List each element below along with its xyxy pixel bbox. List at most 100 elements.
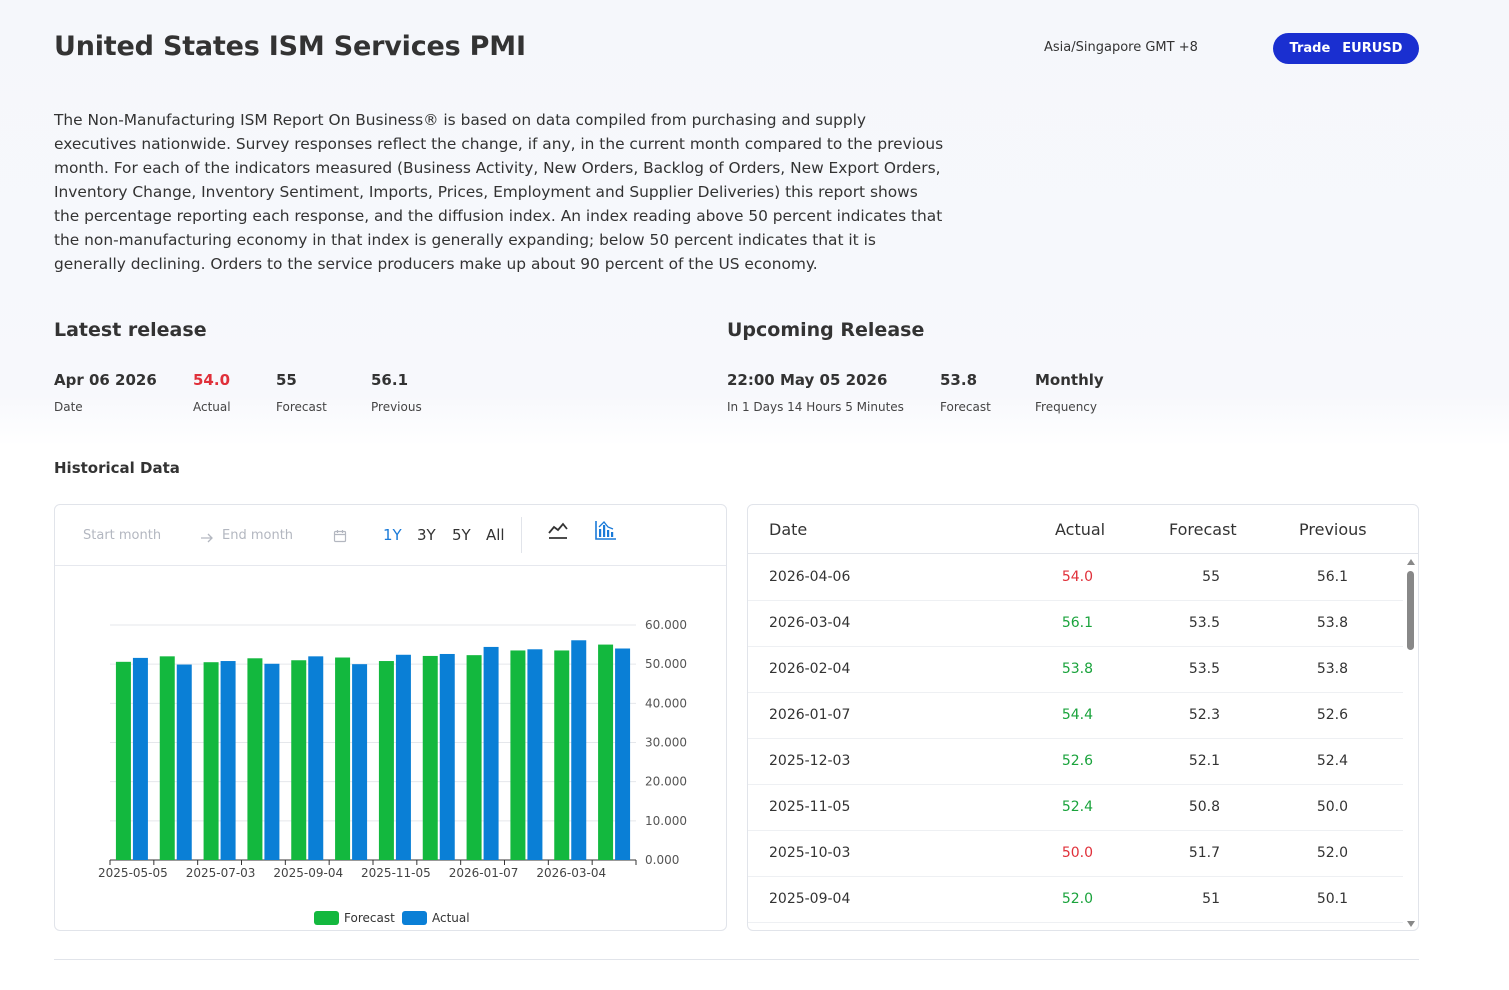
actual-bar	[483, 646, 499, 860]
forecast-bar	[422, 655, 438, 860]
forecast-bar	[510, 650, 526, 860]
trade-button[interactable]: Trade EURUSD	[1273, 33, 1419, 64]
row-date: 2026-01-07	[769, 707, 851, 723]
table-row: 2026-04-06 54.0 55 56.1	[748, 555, 1403, 601]
row-date: 2025-10-03	[769, 845, 851, 861]
latest-forecast-value: 55	[276, 371, 297, 389]
forecast-bar	[335, 657, 351, 860]
latest-date-label: Date	[54, 400, 83, 414]
bar-chart-icon[interactable]	[594, 519, 618, 545]
scroll-up-arrow-icon[interactable]	[1407, 559, 1415, 565]
row-previous: 50.1	[1316, 891, 1348, 907]
legend-actual-label: Actual	[432, 911, 470, 925]
historical-bar-chart: 0.000 10.000 20.000 30.000 40.000 50.000 60.00…	[98, 618, 687, 925]
table-row: 2025-11-05 52.4 50.8 50.0	[748, 785, 1403, 831]
range-1y-tab[interactable]: 1Y	[383, 526, 402, 544]
row-forecast: 52.1	[1188, 753, 1220, 769]
row-previous: 56.1	[1316, 569, 1348, 585]
chart-panel: Start month End month 1Y 3Y 5Y All 0.000…	[54, 504, 727, 931]
timezone-label[interactable]: Asia/Singapore GMT +8	[1044, 40, 1198, 55]
actual-bar	[220, 661, 236, 860]
end-month-input[interactable]: End month	[222, 528, 294, 543]
range-3y-tab[interactable]: 3Y	[417, 526, 436, 544]
y-tick-label: 20.000	[645, 775, 687, 789]
legend-forecast-label: Forecast	[344, 911, 395, 925]
upcoming-datetime-value: 22:00 May 05 2026	[727, 371, 888, 389]
column-header-actual: Actual	[1055, 520, 1106, 539]
column-header-previous: Previous	[1299, 520, 1367, 539]
row-actual: 53.8	[1061, 661, 1093, 677]
upcoming-forecast-value: 53.8	[940, 371, 978, 389]
toolbar-divider	[521, 517, 522, 553]
forecast-bar	[554, 650, 570, 860]
y-tick-label: 30.000	[645, 736, 687, 750]
range-5y-tab[interactable]: 5Y	[452, 526, 471, 544]
actual-bar	[395, 654, 411, 860]
row-actual: 56.1	[1061, 615, 1093, 631]
latest-forecast-label: Forecast	[276, 400, 327, 414]
historical-table: Date Actual Forecast Previous 2026-04-06…	[747, 504, 1419, 931]
table-row: 2026-03-04 56.1 53.5 53.8	[748, 601, 1403, 647]
header-divider	[748, 553, 1418, 554]
table-row: 2026-02-04 53.8 53.5 53.8	[748, 647, 1403, 693]
range-all-tab[interactable]: All	[486, 526, 505, 544]
row-actual: 54.0	[1061, 569, 1093, 585]
row-date: 2026-02-04	[769, 661, 851, 677]
upcoming-frequency-value: Monthly	[1035, 371, 1104, 389]
y-tick-label: 40.000	[645, 696, 687, 710]
start-month-input[interactable]: Start month	[83, 528, 162, 543]
x-tick-label: 2026-03-04	[536, 866, 606, 880]
table-row: 2026-01-07 54.4 52.3 52.6	[748, 693, 1403, 739]
row-date: 2025-11-05	[769, 799, 851, 815]
scroll-down-arrow-icon[interactable]	[1407, 921, 1415, 927]
row-previous: 53.8	[1316, 615, 1348, 631]
actual-bar	[308, 656, 324, 860]
row-actual: 54.4	[1061, 707, 1093, 723]
scrollbar-thumb[interactable]	[1407, 571, 1414, 650]
legend-actual-swatch	[402, 911, 427, 925]
latest-previous-label: Previous	[371, 400, 422, 414]
actual-bar	[527, 649, 543, 860]
indicator-description: The Non-Manufacturing ISM Report On Busi…	[54, 111, 944, 273]
latest-actual-label: Actual	[193, 400, 231, 414]
row-forecast: 52.3	[1188, 707, 1220, 723]
x-tick-label: 2025-09-04	[273, 866, 343, 880]
x-tick-label: 2026-01-07	[449, 866, 519, 880]
row-actual: 52.0	[1061, 891, 1093, 907]
upcoming-frequency-label: Frequency	[1035, 400, 1097, 414]
legend-forecast-swatch	[314, 911, 339, 925]
row-forecast: 50.8	[1188, 799, 1220, 815]
chart-toolbar: Start month End month 1Y 3Y 5Y All	[55, 505, 726, 566]
section-divider	[54, 959, 1419, 960]
calendar-icon[interactable]	[333, 528, 347, 547]
page-title: United States ISM Services PMI	[54, 31, 526, 62]
column-header-date: Date	[769, 520, 808, 539]
forecast-bar	[466, 655, 482, 860]
trade-button-label: Trade	[1289, 41, 1331, 56]
row-date: 2025-12-03	[769, 753, 851, 769]
actual-bar	[615, 648, 631, 860]
forecast-bar	[203, 662, 219, 860]
table-scrollbar[interactable]	[1403, 555, 1418, 930]
row-previous: 50.0	[1316, 799, 1348, 815]
table-row: 2025-09-04 52.0 51 50.1	[748, 877, 1403, 923]
y-tick-label: 10.000	[645, 814, 687, 828]
actual-bar	[132, 657, 148, 860]
row-date: 2026-04-06	[769, 569, 851, 585]
forecast-bar	[159, 656, 175, 860]
latest-date-value: Apr 06 2026	[54, 371, 157, 389]
upcoming-countdown: In 1 Days 14 Hours 5 Minutes	[727, 400, 904, 414]
row-forecast: 51	[1202, 891, 1220, 907]
actual-bar	[439, 653, 455, 860]
y-tick-label: 50.000	[645, 657, 687, 671]
row-previous: 52.0	[1316, 845, 1348, 861]
row-actual: 52.6	[1061, 753, 1093, 769]
row-forecast: 55	[1202, 569, 1220, 585]
latest-actual-value: 54.0	[193, 371, 231, 389]
forecast-bar	[378, 661, 394, 860]
line-chart-icon[interactable]	[547, 521, 569, 545]
latest-release-heading: Latest release	[54, 319, 207, 341]
trade-button-symbol: EURUSD	[1342, 41, 1403, 56]
row-actual: 52.4	[1061, 799, 1093, 815]
row-previous: 52.6	[1316, 707, 1348, 723]
